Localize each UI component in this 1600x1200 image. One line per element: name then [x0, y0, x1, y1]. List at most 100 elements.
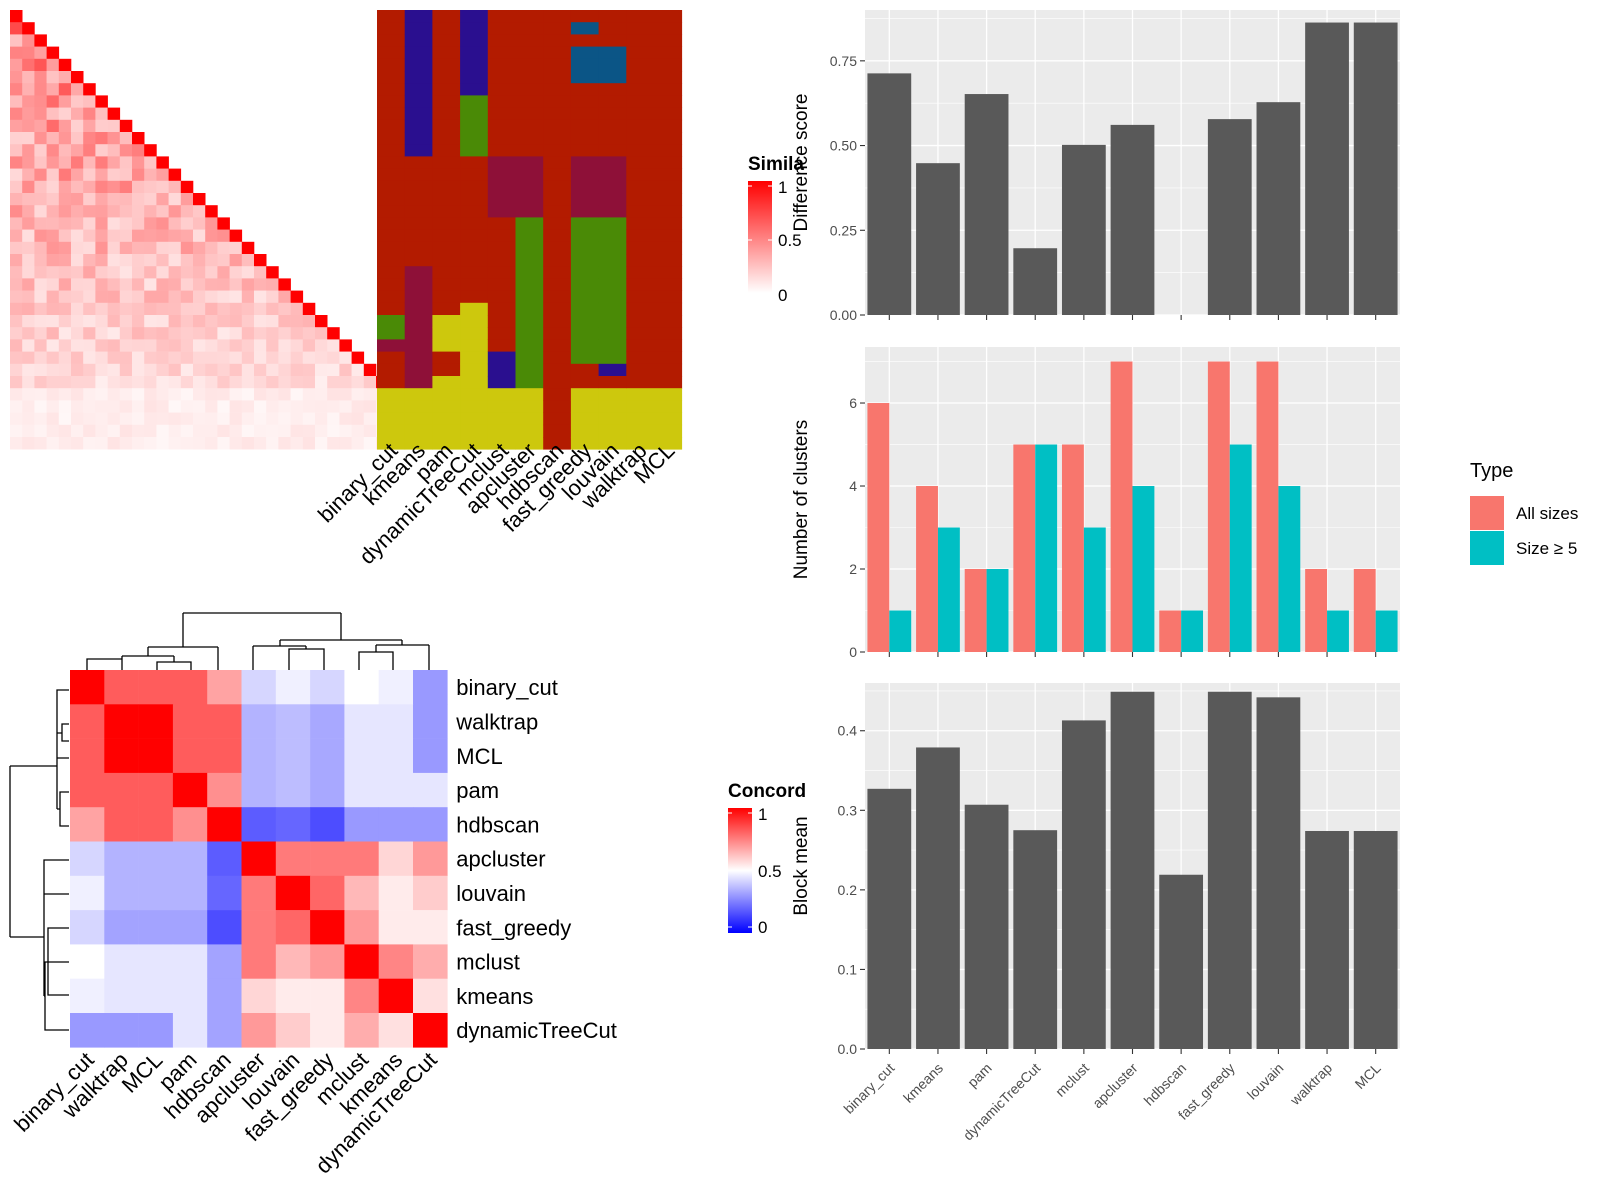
similarity-cell — [339, 412, 352, 426]
membership-cell — [487, 363, 516, 377]
membership-cell — [598, 180, 627, 194]
bar — [1278, 486, 1301, 652]
membership-cell — [515, 83, 544, 96]
membership-cell — [626, 412, 655, 426]
membership-cell — [377, 46, 406, 60]
membership-cell — [377, 95, 406, 108]
similarity-cell — [266, 351, 279, 365]
similarity-cell — [339, 339, 352, 352]
membership-cell — [432, 156, 461, 169]
membership-cell — [460, 376, 489, 389]
similarity-cell — [180, 412, 194, 426]
similarity-cell — [46, 327, 60, 340]
x-tick-label: MCL — [1352, 1060, 1384, 1092]
membership-cell — [460, 241, 489, 255]
membership-cell — [626, 278, 655, 291]
similarity-cell — [144, 351, 157, 365]
similarity-cell — [254, 400, 267, 413]
similarity-cell — [71, 144, 84, 157]
concordance-row-label: walktrap — [455, 709, 538, 734]
similarity-cell — [168, 376, 182, 389]
similarity-cell — [193, 290, 206, 304]
membership-cell — [432, 254, 461, 267]
similarity-cell — [156, 400, 169, 413]
y-tick-label: 6 — [849, 395, 857, 411]
y-tick-label: 2 — [849, 561, 857, 577]
similarity-cell — [107, 217, 121, 230]
similarity-cell — [46, 156, 60, 169]
concordance-cell — [241, 1013, 277, 1048]
similarity-cell — [34, 290, 47, 304]
membership-cell — [487, 144, 516, 157]
membership-cell — [654, 22, 683, 35]
similarity-cell — [34, 144, 47, 157]
membership-cell — [515, 388, 544, 401]
similarity-cell — [10, 180, 23, 194]
similarity-cell — [205, 254, 218, 267]
similarity-cell — [180, 205, 194, 218]
membership-cell — [654, 156, 683, 169]
similarity-cell — [132, 132, 145, 145]
similarity-cell — [180, 241, 194, 255]
similarity-cell — [290, 327, 304, 340]
similarity-cell — [46, 83, 60, 96]
similarity-cell — [10, 205, 23, 218]
membership-cell — [515, 217, 544, 230]
similarity-cell — [34, 302, 47, 316]
similarity-cell — [156, 327, 169, 340]
similarity-cell — [119, 205, 133, 218]
similarity-cell — [156, 229, 169, 243]
membership-cell — [626, 351, 655, 365]
similarity-legend-title: Simila — [748, 154, 804, 175]
similarity-cell — [193, 437, 206, 450]
concordance-cell — [344, 910, 379, 945]
membership-cell — [515, 10, 544, 23]
similarity-cell — [315, 412, 328, 426]
similarity-cell — [144, 376, 157, 389]
similarity-cell — [46, 217, 60, 230]
similarity-cell — [10, 302, 23, 316]
membership-cell — [654, 205, 683, 218]
similarity-cell — [22, 241, 35, 255]
similarity-cell — [58, 424, 72, 438]
similarity-cell — [266, 412, 279, 426]
membership-cell — [570, 180, 599, 194]
membership-cell — [598, 193, 627, 206]
similarity-cell — [290, 388, 304, 401]
similarity-cell — [205, 400, 218, 413]
membership-cell — [570, 266, 599, 279]
similarity-cell — [119, 241, 133, 255]
similarity-cell — [107, 229, 121, 243]
similarity-cell — [132, 241, 145, 255]
membership-cell — [404, 278, 433, 291]
similarity-cell — [132, 339, 145, 352]
bar — [937, 527, 960, 652]
membership-cell — [543, 424, 572, 438]
similarity-cell — [302, 302, 316, 316]
membership-cell — [460, 144, 489, 157]
similarity-cell — [71, 266, 84, 279]
similarity-cell — [180, 254, 194, 267]
similarity-cell — [327, 400, 340, 413]
membership-cell — [654, 34, 683, 47]
similarity-cell — [327, 376, 340, 389]
similarity-cell — [107, 205, 121, 218]
similarity-legend-tick: 1 — [778, 178, 787, 197]
membership-cell — [404, 302, 433, 316]
membership-cell — [626, 424, 655, 438]
concordance-cell — [207, 772, 242, 808]
similarity-cell — [205, 278, 218, 291]
membership-cell — [404, 180, 433, 194]
similarity-cell — [363, 400, 377, 413]
membership-cell — [570, 278, 599, 291]
membership-cell — [404, 241, 433, 255]
similarity-cell — [95, 168, 108, 182]
concordance-cell — [207, 910, 242, 945]
membership-cell — [377, 58, 406, 72]
similarity-cell — [217, 363, 230, 377]
concordance-cell — [172, 944, 208, 979]
similarity-cell — [254, 302, 267, 316]
bar — [1013, 444, 1036, 652]
similarity-cell — [71, 400, 84, 413]
similarity-cell — [254, 376, 267, 389]
